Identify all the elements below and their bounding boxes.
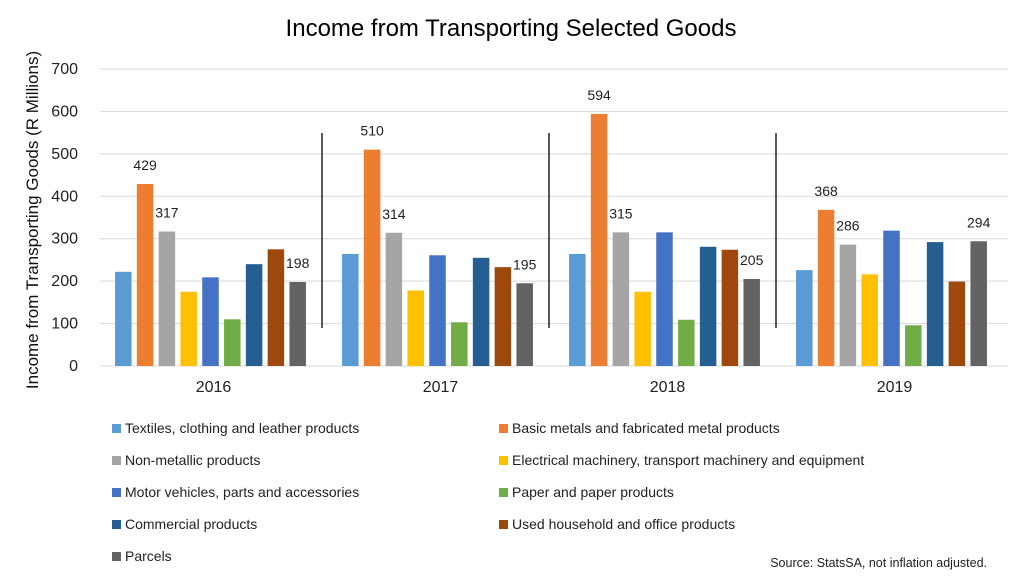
bar (429, 255, 446, 366)
category-separators (321, 133, 777, 328)
bar (494, 267, 512, 366)
bar (926, 242, 944, 366)
legend-label: Non-metallic products (125, 452, 261, 468)
bar (158, 231, 176, 366)
legend-label: Basic metals and fabricated metal produc… (512, 420, 780, 436)
legend-label: Textiles, clothing and leather products (125, 420, 360, 436)
data-label: 314 (382, 206, 406, 222)
legend-swatch (499, 423, 508, 433)
y-tick-label: 300 (51, 231, 78, 248)
legend-swatch (112, 519, 121, 529)
data-label: 198 (286, 255, 310, 271)
x-tick-label: 2017 (423, 379, 459, 396)
legend-label: Electrical machinery, transport machiner… (512, 452, 865, 468)
y-tick-label: 700 (51, 61, 78, 78)
data-label: 368 (814, 183, 838, 199)
data-label: 429 (133, 157, 157, 173)
gridlines (100, 68, 1008, 367)
bar (970, 241, 987, 366)
legend-swatch (112, 551, 121, 561)
legend-swatch (112, 423, 121, 433)
y-tick-label: 500 (51, 146, 78, 163)
bars (115, 113, 987, 366)
bar (407, 290, 424, 366)
bar (224, 319, 241, 366)
bar (267, 249, 285, 366)
legend-item: Parcels (112, 548, 172, 564)
bar (743, 279, 760, 366)
legend-label: Commercial products (125, 516, 258, 532)
bar (656, 232, 673, 366)
bar (245, 264, 263, 366)
data-label: 195 (513, 256, 537, 272)
legend-item: Paper and paper products (499, 484, 674, 500)
data-label: 594 (587, 87, 611, 103)
x-tick-label: 2019 (877, 379, 913, 396)
bar (590, 113, 608, 366)
bar (634, 291, 651, 366)
source-note: Source: StatsSA, not inflation adjusted. (770, 556, 987, 570)
data-label: 294 (967, 214, 991, 230)
bar (385, 232, 403, 366)
legend-swatch (499, 519, 508, 529)
legend-item: Textiles, clothing and leather products (112, 420, 359, 436)
y-axis-label: Income from Transporting Goods (R Millio… (23, 51, 42, 389)
y-tick-label: 600 (51, 103, 78, 120)
bar (202, 277, 219, 366)
data-labels: 429 317 198 510 314 195 594 315 205 368 286 294 (133, 87, 990, 272)
bar (796, 270, 813, 366)
y-tick-label: 400 (51, 188, 78, 205)
legend-swatch (112, 455, 121, 465)
data-label: 510 (360, 123, 384, 139)
bar (342, 253, 359, 366)
bar (817, 209, 835, 366)
bar (861, 274, 878, 366)
bar (699, 246, 717, 366)
legend-label: Paper and paper products (512, 484, 674, 500)
legend-item: Electrical machinery, transport machiner… (499, 452, 864, 468)
y-tick-label: 0 (69, 358, 78, 375)
data-label: 315 (609, 205, 633, 221)
bar (115, 271, 132, 366)
bar (180, 291, 197, 366)
chart-title: Income from Transporting Selected Goods (286, 15, 737, 42)
legend-item: Used household and office products (499, 516, 735, 532)
data-label: 286 (836, 218, 860, 234)
y-axis-ticks: 0 100 200 300 400 500 600 700 (51, 61, 78, 375)
bar (289, 281, 306, 366)
bar (721, 249, 739, 366)
bar (136, 183, 154, 366)
bar (883, 230, 900, 366)
y-tick-label: 100 (51, 316, 78, 333)
bar (363, 149, 381, 366)
y-tick-label: 200 (51, 273, 78, 290)
data-label: 317 (155, 205, 179, 221)
bar (905, 325, 922, 366)
x-tick-label: 2018 (650, 379, 686, 396)
x-axis-ticks: 2016 2017 2018 2019 (196, 379, 913, 396)
legend-label: Used household and office products (512, 516, 736, 532)
bar (569, 253, 586, 366)
legend-label: Parcels (125, 548, 172, 564)
legend-label: Motor vehicles, parts and accessories (125, 484, 360, 500)
legend-item: Motor vehicles, parts and accessories (112, 484, 359, 500)
x-tick-label: 2016 (196, 379, 232, 396)
bar (678, 319, 695, 366)
bar (451, 322, 468, 366)
legend-swatch (112, 487, 121, 497)
legend-item: Basic metals and fabricated metal produc… (499, 420, 780, 436)
legend-item: Non-metallic products (112, 452, 260, 468)
bar (472, 257, 490, 366)
legend-swatch (499, 487, 508, 497)
bar (948, 281, 966, 366)
legend-item: Commercial products (112, 516, 257, 532)
bar (612, 232, 630, 366)
bar (839, 244, 857, 366)
bar (516, 283, 533, 366)
data-label: 205 (740, 252, 764, 268)
legend-swatch (499, 455, 508, 465)
